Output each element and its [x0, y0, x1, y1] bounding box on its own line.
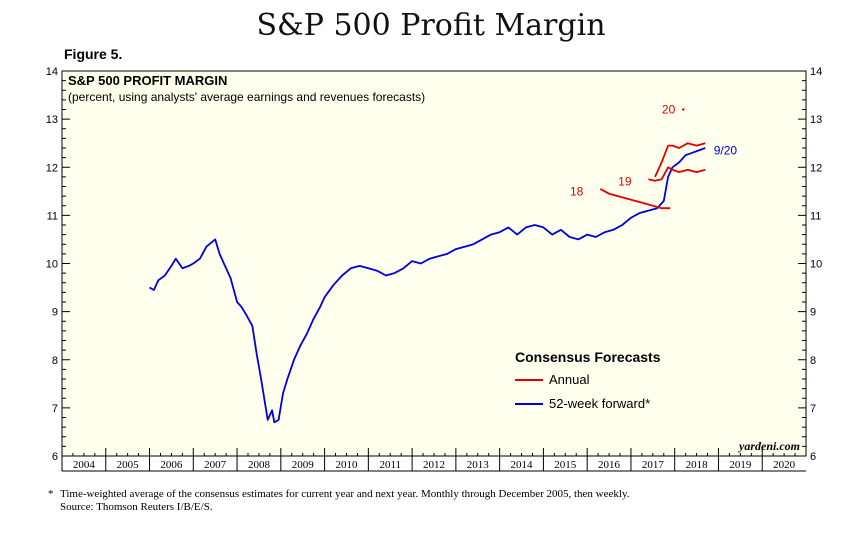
footnote: * Time-weighted average of the consensus …: [48, 488, 848, 514]
y-tick-label-right: 6: [810, 451, 816, 463]
y-tick-label-right: 14: [810, 66, 822, 78]
x-tick-label: 2008: [248, 459, 271, 471]
x-tick-label: 2007: [204, 459, 227, 471]
y-tick-label-right: 8: [810, 355, 816, 367]
y-tick-label-left: 12: [46, 162, 58, 174]
y-tick-label-right: 13: [810, 114, 822, 126]
x-tick-label: 2011: [379, 459, 401, 471]
x-tick-label: 2010: [335, 459, 358, 471]
y-tick-label-left: 9: [52, 307, 58, 319]
x-tick-label: 2005: [117, 459, 140, 471]
annotation-label: 9/20: [714, 143, 738, 157]
x-tick-label: 2014: [511, 459, 534, 471]
x-tick-label: 2004: [73, 459, 96, 471]
x-tick-label: 2012: [423, 459, 445, 471]
annotation-marker: [682, 108, 685, 111]
y-tick-label-left: 13: [46, 114, 58, 126]
chart-title: S&P 500 PROFIT MARGIN: [68, 73, 227, 88]
x-tick-label: 2016: [598, 459, 621, 471]
x-tick-label: 2020: [773, 459, 796, 471]
x-tick-label: 2017: [642, 459, 665, 471]
y-tick-label-right: 11: [810, 210, 821, 222]
annotation-label: 19: [618, 175, 632, 189]
y-tick-label-left: 7: [52, 403, 58, 415]
legend-label: 52-week forward*: [549, 396, 650, 411]
page-title: S&P 500 Profit Margin: [256, 8, 606, 43]
y-tick-label-right: 12: [810, 162, 822, 174]
y-tick-label-right: 10: [810, 259, 822, 271]
x-tick-label: 2018: [686, 459, 709, 471]
annotation-label: 20: [662, 103, 676, 117]
figure-label: Figure 5.: [64, 46, 123, 62]
watermark: yardeni.com: [737, 439, 800, 453]
footnote-marker: *: [48, 488, 54, 500]
series-line-0: [149, 147, 706, 424]
legend-label: Annual: [549, 372, 590, 387]
x-tick-label: 2006: [160, 459, 183, 471]
series-line-3: [654, 142, 706, 178]
legend-title: Consensus Forecasts: [515, 349, 661, 365]
footnote-text: Time-weighted average of the consensus e…: [60, 488, 630, 500]
chart-subtitle: (percent, using analysts' average earnin…: [68, 90, 425, 104]
y-tick-label-left: 11: [47, 210, 58, 222]
x-tick-label: 2013: [467, 459, 490, 471]
source-note: Source: Thomson Reuters I/B/E/S.: [60, 501, 213, 513]
plot-area: [61, 70, 807, 457]
y-tick-label-left: 14: [46, 66, 58, 78]
series-line-2: [648, 166, 706, 182]
series-line-1: [599, 188, 671, 210]
y-tick-label-left: 10: [46, 259, 58, 271]
x-tick-label: 2009: [292, 459, 315, 471]
x-tick-label: 2019: [729, 459, 752, 471]
y-tick-label-left: 8: [52, 355, 58, 367]
y-tick-label-left: 6: [52, 451, 58, 463]
y-tick-label-right: 7: [810, 403, 816, 415]
x-tick-label: 2015: [554, 459, 577, 471]
y-tick-label-right: 9: [810, 307, 816, 319]
annotation-label: 18: [570, 184, 584, 198]
